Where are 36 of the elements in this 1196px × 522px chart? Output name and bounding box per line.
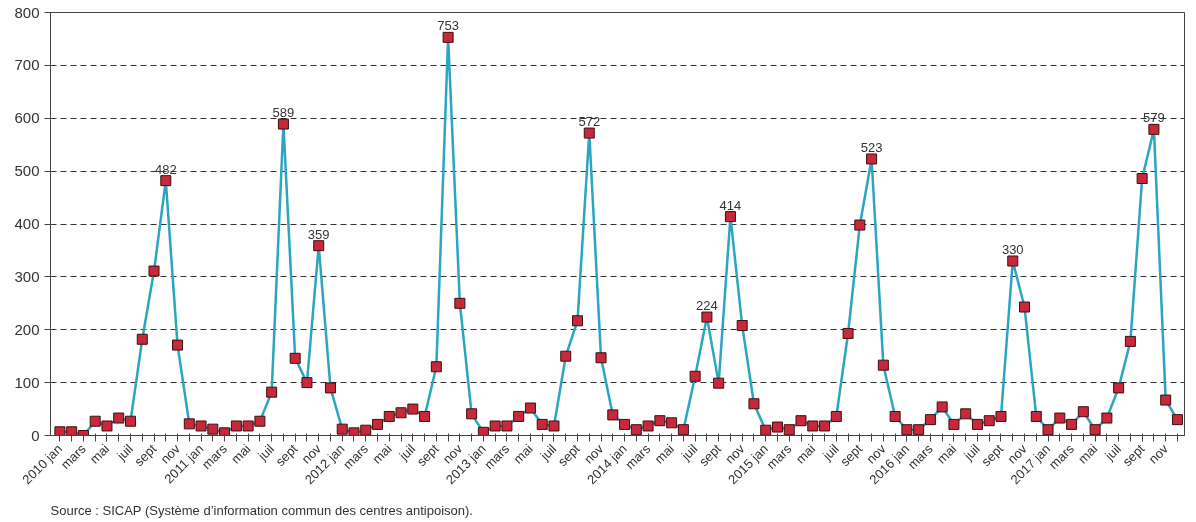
data-label: 224: [696, 298, 718, 314]
x-tick-label: juil: [536, 441, 560, 464]
data-label: 414: [719, 197, 742, 213]
y-tick-label: 500: [14, 162, 40, 180]
data-label: 753: [437, 18, 459, 34]
y-tick-label: 400: [14, 215, 40, 232]
x-tick-label: juil: [254, 441, 278, 464]
x-tick-label: juil: [113, 441, 136, 464]
x-tick-label: mai: [651, 441, 677, 467]
x-tick-label: mai: [228, 441, 254, 467]
y-tick-label: 0: [31, 426, 40, 444]
y-tick-label: 300: [14, 267, 40, 285]
x-tick-label: juil: [395, 441, 419, 464]
x-tick-label: mai: [369, 441, 395, 467]
y-tick-label: 200: [14, 320, 40, 338]
x-tick-label: mai: [1074, 441, 1101, 467]
x-tick-label: mai: [510, 441, 536, 467]
data-label: 572: [578, 114, 601, 130]
x-tick-label: mai: [86, 441, 113, 467]
data-label: 330: [1001, 242, 1024, 258]
y-tick-label: 800: [14, 3, 40, 21]
y-tick-label: 100: [14, 373, 40, 391]
x-tick-label: mai: [792, 441, 819, 467]
data-label: 589: [272, 105, 295, 121]
x-tick-label: nov: [1145, 440, 1172, 467]
y-tick-label: 600: [14, 109, 40, 127]
y-tick-label: 700: [14, 56, 40, 74]
data-label: 359: [307, 226, 330, 242]
source-note: Source : SICAP (Système d’information commun des centres antipoison).: [50, 502, 473, 518]
data-label: 579: [1143, 110, 1165, 126]
x-tick-label: juil: [819, 441, 842, 464]
x-tick-label: juil: [677, 441, 701, 464]
x-tick-label: juil: [960, 441, 983, 464]
data-label: 523: [860, 139, 883, 155]
x-tick-label: juil: [1101, 441, 1125, 464]
x-tick-label: mai: [933, 441, 960, 467]
